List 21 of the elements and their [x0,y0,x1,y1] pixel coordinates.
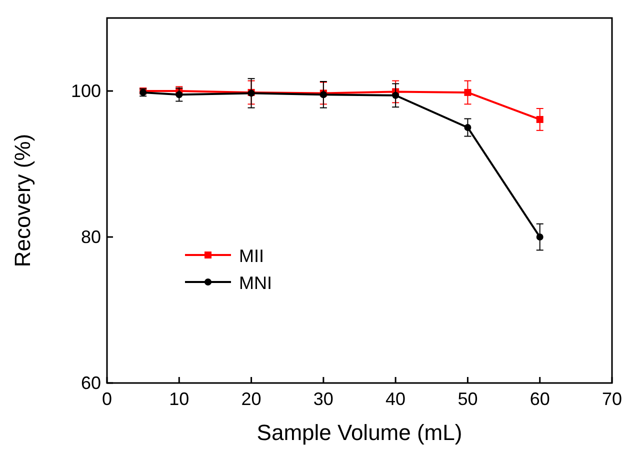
x-tick-label: 30 [313,389,334,409]
legend-label: MNI [239,273,272,293]
x-tick-label: 10 [169,389,190,409]
point [536,234,544,240]
x-tick-label: 0 [102,389,112,409]
legend-label: MII [239,246,264,266]
point [176,91,183,98]
x-axis-title: Sample Volume (mL) [256,420,462,445]
y-axis-title: Recovery (%) [10,134,35,268]
x-tick-label: 60 [530,389,550,409]
y-tick-label: 80 [80,227,101,247]
x-tick-label: 40 [386,389,406,409]
point [536,116,544,123]
point [464,88,472,96]
y-tick-label: 100 [70,81,101,101]
x-tick-label: 70 [602,389,622,409]
point [464,124,472,131]
x-tick-label: 50 [458,389,478,409]
point [392,92,400,99]
y-tick-label: 60 [80,373,101,393]
x-tick-label: 20 [241,389,262,409]
